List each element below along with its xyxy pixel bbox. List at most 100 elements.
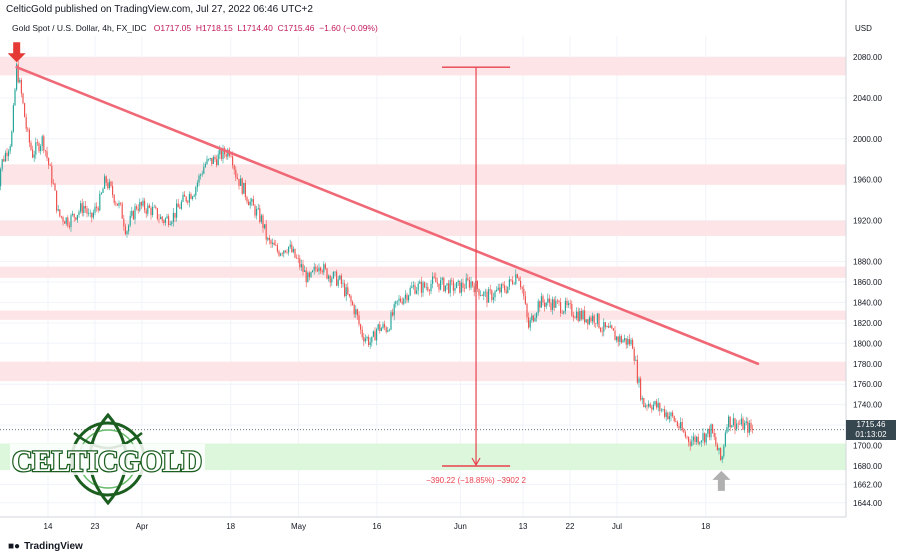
candle-body [668, 416, 670, 420]
candle-body [520, 280, 522, 288]
candle-body [611, 325, 613, 329]
downtrend-line [15, 65, 760, 366]
candle-body [625, 338, 627, 345]
candle-body [393, 304, 395, 316]
candle-body [446, 283, 448, 286]
candle-body [428, 290, 430, 292]
candle-body [584, 310, 586, 323]
candle-body [716, 444, 718, 451]
candle-body [675, 420, 677, 422]
candle-body [52, 183, 54, 185]
candle-body [166, 216, 168, 219]
candle-body [64, 221, 66, 224]
candle-body [430, 283, 432, 292]
candle-body [448, 283, 450, 294]
candle-body [188, 194, 190, 203]
candle-body [406, 294, 408, 301]
tradingview-logo-icon: ■● [8, 541, 21, 552]
candle-body [156, 208, 158, 219]
price-series [0, 59, 754, 464]
candle-body [366, 337, 368, 339]
candle-body [628, 339, 630, 345]
candle-body [190, 194, 192, 199]
candle-body [532, 315, 534, 322]
candle-body [275, 245, 277, 246]
candle-body [236, 177, 238, 179]
candle-body [632, 339, 634, 349]
candle-body [344, 283, 346, 297]
tradingview-footer[interactable]: ■● TradingView [8, 541, 83, 552]
candle-body [8, 151, 10, 157]
candle-body [152, 206, 154, 216]
candle-body [504, 285, 506, 291]
candle-body [598, 313, 600, 328]
candle-body [132, 210, 134, 220]
candle-body [438, 283, 440, 290]
candle-body [372, 331, 374, 337]
candle-body [352, 301, 354, 306]
logo-knot-vertical-icon [88, 412, 128, 506]
candle-body [225, 154, 227, 157]
candle-body [164, 218, 166, 223]
candle-body [337, 279, 339, 286]
candle-body [27, 128, 29, 130]
candle-body [264, 224, 266, 229]
candle-body [424, 282, 426, 288]
candle-body [249, 201, 251, 206]
candle-body [526, 303, 528, 318]
candle-body [276, 245, 278, 252]
candle-body [465, 278, 467, 289]
candle-body [724, 432, 726, 447]
candle-body [131, 210, 133, 216]
candle-body [230, 155, 232, 157]
candle-body [560, 302, 562, 314]
candle-body [704, 433, 706, 443]
candle-body [537, 301, 539, 314]
candle-body [606, 326, 608, 328]
candle-body [707, 428, 709, 434]
candle-body [0, 168, 2, 187]
candle-body [267, 237, 269, 240]
x-tick-label: 22 [566, 522, 575, 531]
candle-body [9, 146, 11, 152]
candle-body [641, 398, 643, 400]
candle-body [691, 440, 693, 446]
candle-body [299, 258, 301, 268]
candle-body [596, 313, 598, 324]
candle-body [416, 290, 418, 294]
candle-body [726, 427, 728, 433]
candle-body [62, 217, 64, 222]
candle-body [566, 300, 568, 306]
candle-body [171, 222, 173, 225]
candle-body [361, 329, 363, 338]
candle-body [452, 281, 454, 291]
candle-body [460, 282, 462, 293]
candle-body [216, 159, 218, 166]
candle-body [12, 105, 14, 132]
candle-body [401, 301, 403, 304]
candle-body [4, 152, 6, 162]
candle-body [73, 213, 75, 218]
candle-body [441, 277, 443, 281]
candle-body [334, 271, 336, 273]
candle-body [745, 421, 747, 424]
candle-body [108, 181, 110, 189]
candle-body [212, 156, 214, 164]
candle-body [353, 305, 355, 315]
candle-body [76, 215, 78, 220]
candle-body [436, 282, 438, 284]
candle-body [657, 403, 659, 408]
candle-body [70, 215, 72, 228]
open-value: O1717.05 [153, 23, 192, 33]
candle-body [19, 80, 21, 83]
candle-body [544, 302, 546, 307]
candle-body [160, 216, 162, 220]
candle-body [377, 324, 379, 330]
candle-body [107, 182, 109, 189]
candle-body [11, 131, 13, 147]
candle-body [494, 291, 496, 298]
candle-body [203, 166, 205, 174]
y-tick-label: 2000.00 [853, 135, 882, 144]
y-tick-label: 1780.00 [853, 360, 882, 369]
